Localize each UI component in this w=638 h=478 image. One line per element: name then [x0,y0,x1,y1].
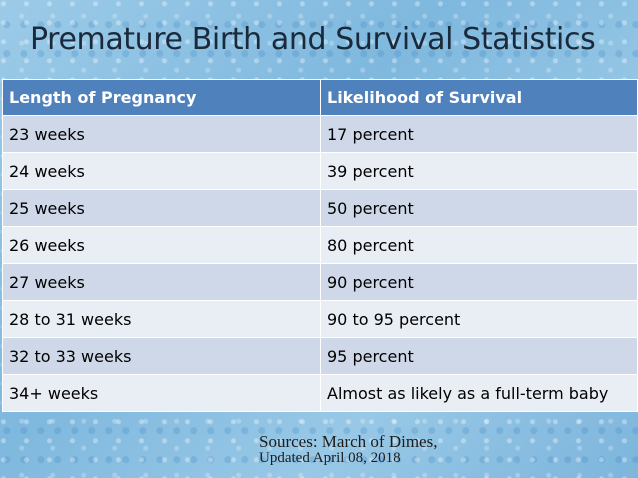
survival-cell: 80 percent [320,226,638,264]
slide-title: Premature Birth and Survival Statistics [30,22,596,57]
header-length-of-pregnancy: Length of Pregnancy [2,79,321,116]
survival-cell: Almost as likely as a full-term baby [320,374,638,412]
pregnancy-length-cell: 25 weeks [2,189,321,227]
survival-cell: 95 percent [320,337,638,375]
pregnancy-length-cell: 27 weeks [2,263,321,301]
table-row: 34+ weeks Almost as likely as a full-ter… [2,374,638,412]
table-header-row: Length of Pregnancy Likelihood of Surviv… [2,79,638,116]
table-row: 24 weeks 39 percent [2,152,638,190]
survival-cell: 50 percent [320,189,638,227]
survival-table: Length of Pregnancy Likelihood of Surviv… [2,79,638,412]
table-row: 26 weeks 80 percent [2,226,638,264]
table-row: 32 to 33 weeks 95 percent [2,337,638,375]
pregnancy-length-cell: 24 weeks [2,152,321,190]
pregnancy-length-cell: 23 weeks [2,115,321,153]
survival-cell: 90 to 95 percent [320,300,638,338]
source-line-2: Updated April 08, 2018 [259,450,401,466]
pregnancy-length-cell: 26 weeks [2,226,321,264]
table-row: 28 to 31 weeks 90 to 95 percent [2,300,638,338]
header-likelihood-of-survival: Likelihood of Survival [320,79,638,116]
source-citation: Sources: March of Dimes, Updated April 0… [259,433,437,467]
pregnancy-length-cell: 28 to 31 weeks [2,300,321,338]
survival-cell: 17 percent [320,115,638,153]
table-row: 27 weeks 90 percent [2,263,638,301]
source-line-1: Sources: March of Dimes, [259,432,438,451]
pregnancy-length-cell: 34+ weeks [2,374,321,412]
survival-cell: 90 percent [320,263,638,301]
survival-cell: 39 percent [320,152,638,190]
table-row: 23 weeks 17 percent [2,115,638,153]
pregnancy-length-cell: 32 to 33 weeks [2,337,321,375]
table-row: 25 weeks 50 percent [2,189,638,227]
